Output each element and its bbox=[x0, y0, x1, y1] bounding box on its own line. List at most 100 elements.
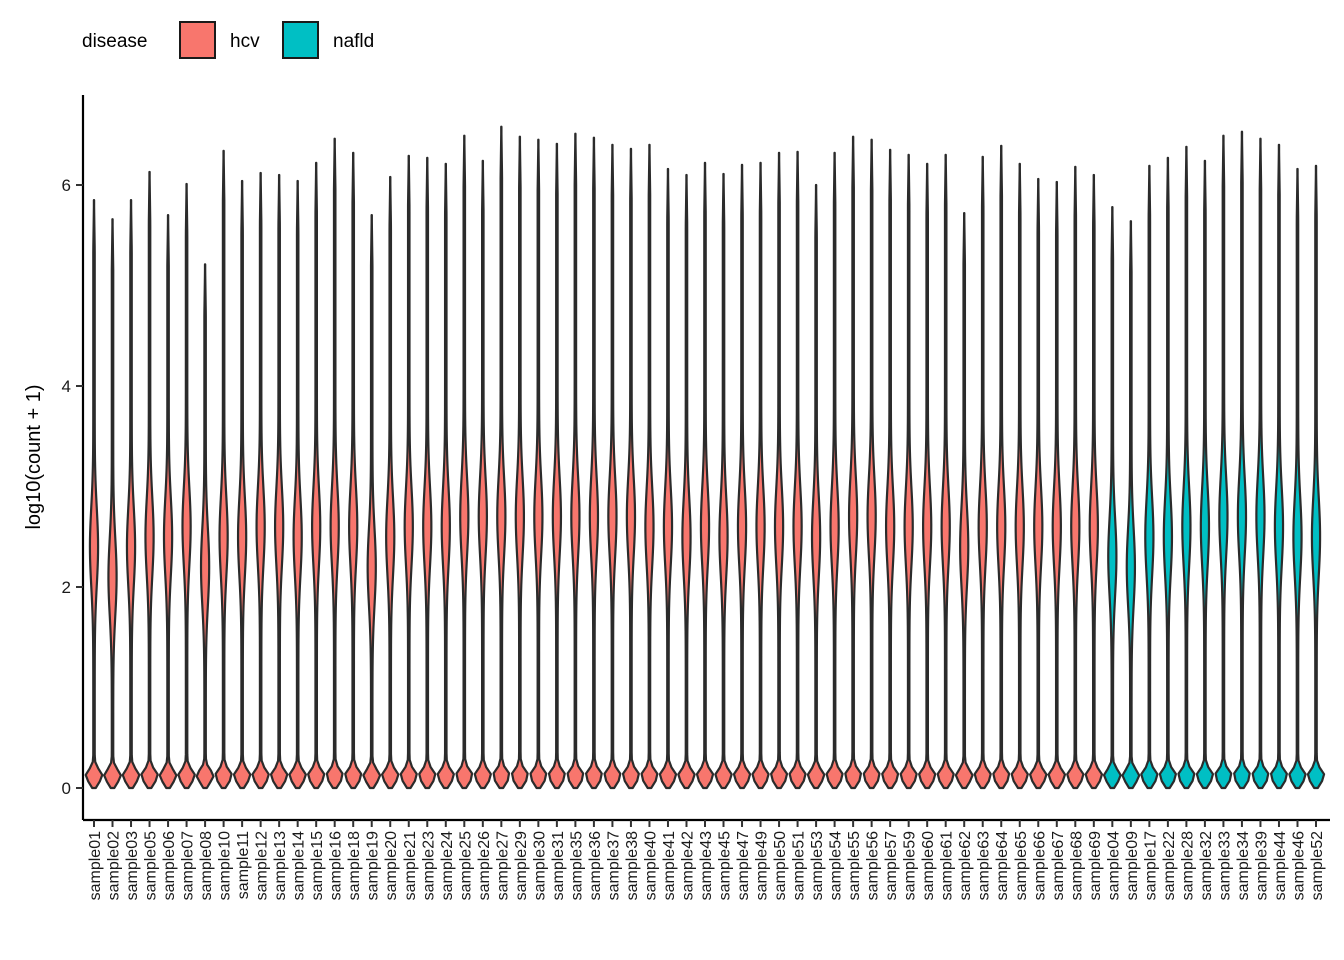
legend: disease hcv nafld bbox=[82, 21, 374, 59]
violin-sample37 bbox=[603, 143, 622, 790]
x-tick-label: sample36 bbox=[587, 831, 604, 900]
violin-sample67 bbox=[1047, 180, 1067, 790]
violin-sample54 bbox=[825, 151, 844, 790]
violin-sample43 bbox=[695, 161, 715, 790]
x-tick-label: sample06 bbox=[161, 831, 178, 900]
violin-sample24 bbox=[436, 162, 455, 790]
violin-sample17 bbox=[1140, 164, 1159, 790]
violin-sample27 bbox=[492, 125, 511, 790]
violin-sample25 bbox=[455, 134, 474, 790]
x-tick-label: sample22 bbox=[1161, 831, 1178, 900]
x-tick-label: sample65 bbox=[1013, 831, 1030, 900]
x-tick-label: sample02 bbox=[106, 831, 123, 900]
x-tick-label: sample66 bbox=[1031, 831, 1048, 900]
violin-sample56 bbox=[862, 138, 881, 790]
violin-sample52 bbox=[1306, 164, 1326, 790]
violin-sample15 bbox=[307, 161, 326, 790]
violin-sample07 bbox=[177, 182, 196, 790]
x-tick-label: sample63 bbox=[976, 831, 993, 900]
x-tick-label: sample46 bbox=[1290, 831, 1307, 900]
legend-swatch-nafld bbox=[282, 21, 319, 59]
x-tick-label: sample54 bbox=[828, 831, 845, 900]
violin-sample42 bbox=[677, 173, 696, 790]
x-tick-label: sample38 bbox=[624, 831, 641, 900]
x-tick-label: sample05 bbox=[143, 831, 160, 900]
x-tick-label: sample21 bbox=[402, 831, 419, 900]
violin-sample01 bbox=[84, 198, 104, 790]
violin-sample51 bbox=[788, 150, 807, 790]
x-tick-label: sample61 bbox=[939, 831, 956, 900]
x-tick-label: sample42 bbox=[679, 831, 696, 900]
x-tick-label: sample55 bbox=[846, 831, 863, 900]
x-tick-label: sample15 bbox=[309, 831, 326, 900]
violin-sample59 bbox=[899, 153, 918, 790]
violin-sample12 bbox=[251, 171, 270, 790]
x-tick-label: sample56 bbox=[865, 831, 882, 900]
y-tick-label: 0 bbox=[62, 779, 71, 798]
x-tick-label: sample27 bbox=[494, 831, 511, 900]
violin-sample65 bbox=[1010, 162, 1029, 790]
violin-sample55 bbox=[844, 135, 863, 790]
violin-sample53 bbox=[806, 183, 826, 790]
violin-sample18 bbox=[344, 151, 363, 790]
x-tick-label: sample52 bbox=[1309, 831, 1326, 900]
legend-label-hcv: hcv bbox=[230, 31, 260, 52]
x-tick-label: sample26 bbox=[476, 831, 493, 900]
violin-sample10 bbox=[214, 149, 233, 790]
violin-sample50 bbox=[769, 151, 789, 790]
violin-sample39 bbox=[1251, 137, 1270, 790]
violin-sample45 bbox=[714, 172, 733, 790]
legend-title: disease bbox=[82, 31, 148, 52]
x-tick-label: sample64 bbox=[994, 831, 1011, 900]
x-tick-label: sample67 bbox=[1050, 831, 1067, 900]
y-tick-label: 4 bbox=[62, 377, 71, 396]
x-tick-label: sample53 bbox=[809, 831, 826, 900]
violin-sample64 bbox=[992, 144, 1011, 790]
x-tick-label: sample34 bbox=[1235, 831, 1252, 900]
legend-label-nafld: nafld bbox=[333, 31, 374, 52]
x-tick-label: sample10 bbox=[217, 831, 234, 900]
violin-sample21 bbox=[399, 154, 418, 790]
x-tick-label: sample17 bbox=[1142, 831, 1159, 900]
violin-sample05 bbox=[140, 170, 159, 790]
x-tick-label: sample39 bbox=[1253, 831, 1270, 900]
violin-sample23 bbox=[418, 156, 437, 790]
x-tick-label: sample09 bbox=[1124, 831, 1141, 900]
x-tick-label: sample18 bbox=[346, 831, 363, 900]
violin-sample31 bbox=[547, 142, 566, 790]
x-tick-label: sample30 bbox=[531, 831, 548, 900]
violin-sample14 bbox=[288, 179, 307, 790]
violin-sample20 bbox=[380, 175, 400, 790]
y-axis: 0 2 4 6 bbox=[62, 95, 85, 820]
violin-sample32 bbox=[1195, 159, 1215, 790]
violin-sample66 bbox=[1029, 177, 1048, 790]
violin-sample11 bbox=[232, 179, 252, 790]
x-tick-label: sample60 bbox=[920, 831, 937, 900]
x-tick-label: sample32 bbox=[1198, 831, 1215, 900]
violin-sample13 bbox=[269, 173, 289, 790]
x-tick-label: sample14 bbox=[291, 831, 308, 900]
x-tick-label: sample11 bbox=[235, 831, 252, 899]
x-tick-label: sample25 bbox=[457, 831, 474, 900]
violin-sample28 bbox=[1177, 145, 1196, 790]
violin-sample02 bbox=[103, 218, 122, 790]
x-tick-label: sample40 bbox=[642, 831, 659, 900]
violin-sample35 bbox=[566, 132, 585, 790]
violin-sample26 bbox=[473, 159, 492, 790]
violin-sample44 bbox=[1269, 143, 1288, 790]
violin-sample29 bbox=[510, 135, 529, 790]
violin-sample22 bbox=[1158, 156, 1177, 790]
x-tick-label: sample28 bbox=[1179, 831, 1196, 900]
violin-sample08 bbox=[195, 263, 215, 790]
x-tick-label: sample24 bbox=[439, 831, 456, 900]
x-tick-label: sample57 bbox=[883, 831, 900, 900]
violin-sample68 bbox=[1066, 165, 1085, 790]
violin-sample04 bbox=[1102, 206, 1122, 790]
x-tick-label: sample50 bbox=[772, 831, 789, 900]
x-tick-label: sample35 bbox=[568, 831, 585, 900]
x-tick-label: sample29 bbox=[513, 831, 530, 900]
violin-sample69 bbox=[1084, 173, 1104, 790]
x-tick-label: sample13 bbox=[272, 831, 289, 900]
violin-sample09 bbox=[1121, 220, 1141, 790]
